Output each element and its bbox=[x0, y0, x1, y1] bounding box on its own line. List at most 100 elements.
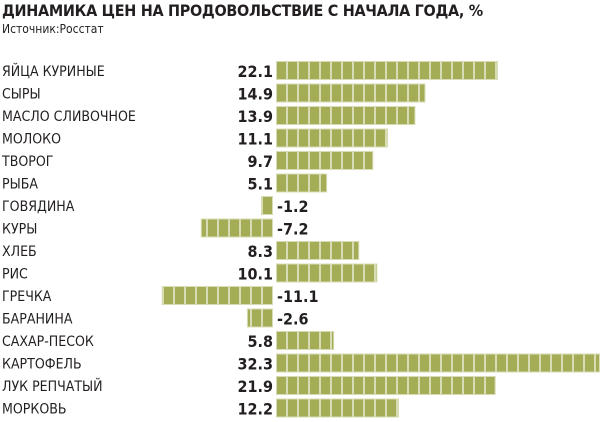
category-label: КУРЫ bbox=[2, 222, 37, 238]
bar-segment bbox=[309, 376, 320, 395]
chart-source: Источник:Росстат bbox=[2, 22, 104, 36]
bar-segment bbox=[342, 106, 353, 125]
bar-segment bbox=[331, 263, 342, 283]
bar-segment bbox=[342, 398, 353, 418]
bar-segment bbox=[298, 151, 309, 170]
bar bbox=[276, 398, 399, 418]
bar-segment bbox=[364, 263, 375, 283]
bar-segment bbox=[207, 218, 218, 238]
bar-segment bbox=[364, 353, 375, 373]
bar-segment bbox=[463, 61, 474, 80]
bar-segment bbox=[298, 173, 309, 193]
bar-segment bbox=[375, 61, 386, 80]
bar-segment bbox=[276, 376, 287, 395]
category-label: РЫБА bbox=[2, 177, 38, 193]
bar-segment bbox=[320, 353, 331, 373]
bar-segment bbox=[218, 218, 229, 238]
value-label: -2.6 bbox=[277, 310, 308, 329]
bar-segment bbox=[260, 196, 263, 215]
bar-segment bbox=[320, 106, 331, 125]
bar-segment bbox=[331, 398, 342, 418]
bar-segment bbox=[463, 353, 474, 373]
bar-segment bbox=[309, 241, 320, 260]
value-label: 22.1 bbox=[237, 62, 273, 81]
bar-segment bbox=[474, 353, 485, 373]
bar-segment bbox=[375, 106, 386, 125]
bar-segment bbox=[441, 61, 452, 80]
bar-segment bbox=[287, 106, 298, 125]
bar-segment bbox=[276, 331, 287, 350]
bar-segment bbox=[474, 61, 485, 80]
bar-segment bbox=[320, 241, 331, 260]
bar-segment bbox=[174, 286, 185, 305]
category-label: ТВОРОГ bbox=[1, 154, 53, 170]
bar-segment bbox=[331, 83, 342, 103]
bar-segment bbox=[309, 151, 320, 170]
bar bbox=[276, 331, 335, 350]
bar-segment bbox=[364, 151, 374, 170]
bar-segment bbox=[397, 376, 408, 395]
bar-segment bbox=[430, 376, 441, 395]
bar-segment bbox=[287, 331, 298, 350]
bar bbox=[276, 151, 374, 170]
bar bbox=[276, 61, 498, 80]
category-label: МАСЛО СЛИВОЧНОЕ bbox=[2, 109, 136, 125]
bar-segment bbox=[353, 263, 364, 283]
bar-segment bbox=[353, 106, 364, 125]
bar-segment bbox=[342, 353, 353, 373]
bar-segment bbox=[441, 376, 452, 395]
bar bbox=[276, 241, 360, 260]
value-label: -1.2 bbox=[277, 197, 308, 216]
bar-segment bbox=[320, 376, 331, 395]
bar-segment bbox=[342, 241, 353, 260]
bar-segment bbox=[364, 398, 375, 418]
bar-segment bbox=[342, 83, 353, 103]
bar bbox=[276, 83, 426, 103]
bar-segment bbox=[331, 128, 342, 148]
bar-segment bbox=[298, 106, 309, 125]
bar-segment bbox=[320, 83, 331, 103]
value-label: 5.8 bbox=[248, 332, 274, 351]
bar-segment bbox=[562, 353, 573, 373]
bar-segment bbox=[452, 376, 463, 395]
bar-segment bbox=[408, 83, 419, 103]
bar-segment bbox=[287, 128, 298, 148]
bar-segment bbox=[386, 128, 388, 148]
bar-segment bbox=[595, 353, 600, 373]
bar-segment bbox=[331, 241, 342, 260]
category-label: МОРКОВЬ bbox=[2, 402, 67, 418]
bar-segment bbox=[529, 353, 540, 373]
bar-segment bbox=[200, 218, 207, 238]
category-label: ГРЕЧКА bbox=[2, 289, 52, 305]
bar-segment bbox=[229, 286, 240, 305]
bar bbox=[260, 196, 273, 215]
bar-segment bbox=[262, 308, 273, 328]
bar-segment bbox=[163, 286, 174, 305]
bar-segment bbox=[430, 353, 441, 373]
bar-segment bbox=[463, 376, 474, 395]
bar-segment bbox=[353, 376, 364, 395]
bar bbox=[276, 353, 600, 373]
bar-segment bbox=[251, 218, 262, 238]
bar-segment bbox=[331, 61, 342, 80]
bar-segment bbox=[375, 398, 386, 418]
value-label: 14.9 bbox=[237, 85, 273, 104]
bar-segment bbox=[309, 263, 320, 283]
bar-segment bbox=[240, 218, 251, 238]
bar-segment bbox=[276, 61, 287, 80]
bar-segment bbox=[309, 353, 320, 373]
value-label: 9.7 bbox=[248, 152, 274, 171]
bar-segment bbox=[287, 263, 298, 283]
bar-segment bbox=[397, 106, 408, 125]
bar-segment bbox=[353, 151, 364, 170]
bar-segment bbox=[298, 83, 309, 103]
bar-segment bbox=[320, 61, 331, 80]
bar-segment bbox=[452, 61, 463, 80]
bar-segment bbox=[287, 241, 298, 260]
bar-segment bbox=[298, 128, 309, 148]
bar-segment bbox=[276, 128, 287, 148]
bar-segment bbox=[364, 376, 375, 395]
bar-segment bbox=[185, 286, 196, 305]
bar-segment bbox=[430, 61, 441, 80]
bar-segment bbox=[353, 128, 364, 148]
